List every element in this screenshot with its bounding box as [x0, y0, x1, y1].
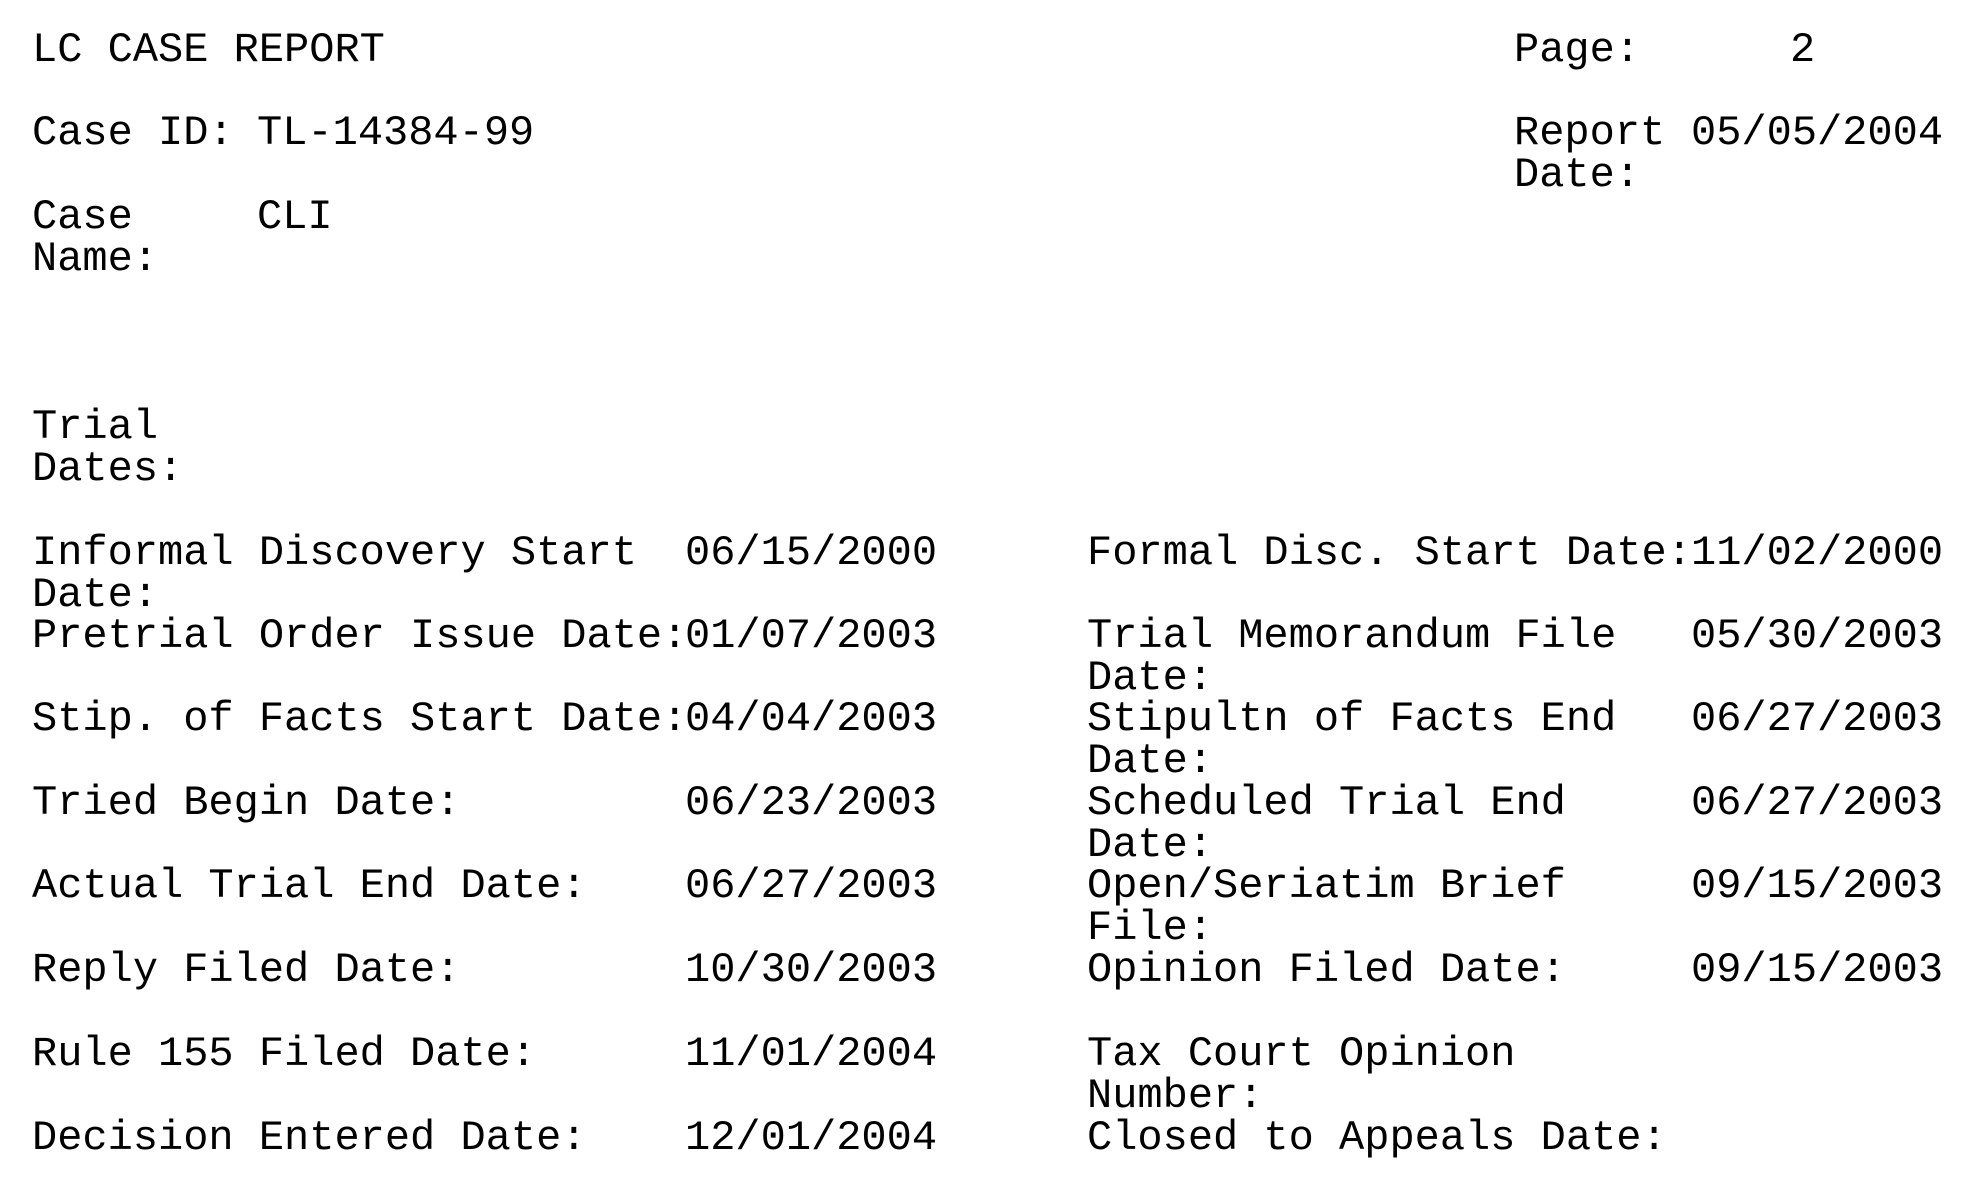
right-value: 09/15/2003	[1691, 946, 1944, 994]
report-title: LC CASE REPORT	[32, 26, 385, 74]
left-value: 10/30/2003	[685, 946, 938, 994]
right-value: 11/02/2000	[1691, 529, 1944, 577]
left-label: Actual Trial End Date:	[32, 862, 587, 910]
left-label: Pretrial Order Issue Date:	[32, 612, 688, 660]
right-value: 09/15/2003	[1691, 862, 1944, 910]
left-value: 06/23/2003	[685, 779, 938, 827]
right-value: 05/30/2003	[1691, 612, 1944, 660]
case-name-value: CLI	[257, 193, 333, 241]
report-date-value: 05/05/2004	[1691, 109, 1944, 157]
right-value: 06/27/2003	[1691, 695, 1944, 743]
case-id-label: Case ID:	[32, 109, 234, 157]
left-value: 01/07/2003	[685, 612, 938, 660]
right-value: 06/27/2003	[1691, 779, 1944, 827]
right-label: Opinion Filed Date:	[1087, 946, 1566, 994]
right-label: Scheduled Trial End Date:	[1087, 779, 1566, 869]
left-value: 06/15/2000	[685, 529, 938, 577]
report-date-label: Report Date:	[1514, 109, 1666, 199]
left-label: Rule 155 Filed Date:	[32, 1030, 537, 1078]
page-label: Page:	[1514, 26, 1641, 74]
left-value: 11/01/2004	[685, 1030, 938, 1078]
right-label: Open/Seriatim Brief File:	[1087, 862, 1566, 952]
section-title: Trial Dates:	[32, 403, 184, 493]
page-number: 2	[1790, 26, 1816, 74]
right-label: Closed to Appeals Date:	[1087, 1114, 1667, 1162]
left-label: Tried Begin Date:	[32, 779, 461, 827]
right-label: Trial Memorandum File Date:	[1087, 612, 1617, 702]
right-label: Stipultn of Facts End Date:	[1087, 695, 1617, 785]
left-label: Decision Entered Date:	[32, 1114, 587, 1162]
right-label: Formal Disc. Start Date:	[1087, 529, 1692, 577]
case-name-label: Case Name:	[32, 193, 159, 283]
left-value: 12/01/2004	[685, 1114, 938, 1162]
left-value: 04/04/2003	[685, 695, 938, 743]
left-label: Stip. of Facts Start Date:	[32, 695, 688, 743]
left-label: Informal Discovery Start Date:	[32, 529, 637, 619]
case-id-value: TL-14384-99	[257, 109, 535, 157]
right-label: Tax Court Opinion Number:	[1087, 1030, 1516, 1120]
left-label: Reply Filed Date:	[32, 946, 461, 994]
left-value: 06/27/2003	[685, 862, 938, 910]
